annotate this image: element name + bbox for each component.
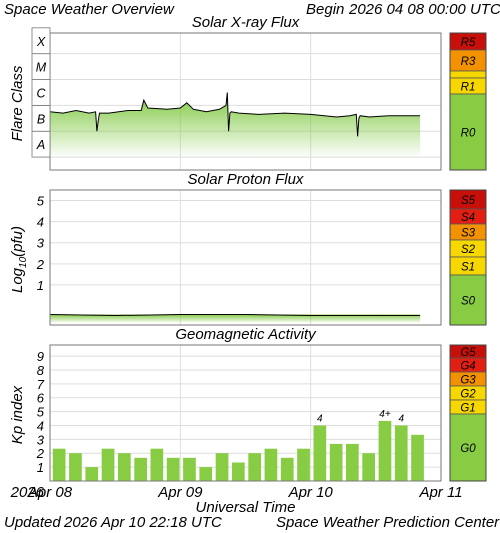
class-label-C: C: [36, 86, 46, 100]
ylabel-1: Log10(pfu): [9, 226, 29, 293]
ytick-2-4: 4: [37, 418, 44, 433]
kp-bar-10: [215, 453, 229, 481]
xaxis-tick-1: Apr 09: [157, 484, 203, 501]
plots-layer: [49, 32, 487, 482]
class-label-M: M: [36, 61, 47, 75]
kp-bar-5: [134, 457, 147, 481]
ytick-1-3: 3: [37, 236, 45, 251]
ytick-1-5: 5: [37, 194, 45, 209]
scale-label-2-0: G5: [460, 347, 476, 359]
ytick-2-1: 1: [37, 460, 44, 475]
scale-label-1-3: S2: [461, 244, 476, 256]
ytick-2-7: 7: [37, 377, 45, 392]
plot-frame-1: [49, 189, 442, 326]
panel-title-0: Solar X-ray Flux: [192, 14, 300, 31]
scale-block-2-5: [449, 413, 487, 482]
scale-frame-2: [449, 344, 487, 482]
scale-label-1-1: S4: [461, 212, 475, 224]
class-label-A: A: [36, 138, 45, 152]
xaxis-year: 2026: [10, 484, 45, 501]
xaxis-tick-0: Apr 08: [27, 484, 73, 501]
scale-frame-1: [449, 189, 487, 326]
plot-frame-2: [49, 344, 442, 482]
scale-label-2-2: G3: [460, 375, 476, 387]
xaxis-tick-3: Apr 11: [418, 484, 462, 501]
kp-bar-0: [52, 448, 66, 481]
kp-bar-1: [69, 453, 82, 481]
ytick-2-6: 6: [37, 391, 45, 406]
ytick-2-8: 8: [37, 363, 45, 378]
scale-frame-0: [449, 32, 487, 171]
scale-label-1-4: S1: [461, 262, 475, 274]
scale-label-1-2: S3: [461, 228, 476, 240]
kp-bar-6: [150, 448, 164, 481]
xray-trace: [49, 92, 421, 137]
scale-label-1-5: S0: [461, 296, 476, 308]
kp-data-label-20: 4+: [379, 409, 391, 420]
class-label-X: X: [36, 35, 46, 49]
scale-label-2-1: G4: [460, 361, 475, 373]
ylabel-2: Kp index: [9, 385, 26, 444]
kp-bar-2: [85, 467, 99, 481]
kp-bar-11: [232, 462, 245, 481]
kp-bar-15: [297, 448, 310, 481]
updated-time: 2026 Apr 10 22:18 UTC: [64, 514, 222, 531]
ytick-1-1: 1: [37, 278, 44, 293]
page-title: Space Weather Overview: [4, 1, 174, 18]
kp-bar-21: [394, 425, 408, 481]
source-label: Space Weather Prediction Center: [276, 514, 500, 531]
scale-block-0-2: [449, 70, 487, 79]
xaxis-label: Universal Time: [196, 499, 296, 516]
kp-bar-13: [264, 448, 278, 481]
scale-label-0-0: R5: [461, 37, 476, 49]
class-label-B: B: [37, 112, 45, 126]
ytick-2-9: 9: [37, 349, 44, 364]
ytick-1-2: 2: [36, 257, 45, 272]
updated-label: Updated: [4, 514, 61, 531]
scale-label-2-4: G1: [460, 403, 475, 415]
scale-block-1-5: [449, 274, 487, 326]
proton-trace: [49, 314, 421, 317]
kp-data-label-16: 4: [317, 413, 323, 424]
xray-fill: [50, 92, 421, 158]
kp-bar-16: [313, 425, 327, 481]
kp-bar-22: [411, 434, 424, 481]
xaxis-tick-2: Apr 10: [288, 484, 334, 501]
ytick-2-5: 5: [37, 405, 45, 420]
panel-title-2: Geomagnetic Activity: [175, 326, 317, 343]
kp-bar-7: [166, 457, 180, 481]
panel-title-1: Solar Proton Flux: [188, 171, 304, 188]
kp-bar-20: [378, 420, 392, 481]
kp-bar-18: [346, 443, 359, 481]
scale-label-0-1: R3: [461, 56, 476, 68]
scale-label-0-4: R0: [461, 128, 476, 140]
scale-label-2-5: G0: [460, 443, 476, 455]
kp-bar-8: [183, 457, 196, 481]
kp-bar-14: [280, 457, 294, 481]
begin-label: Begin: [306, 1, 345, 18]
kp-bar-12: [248, 453, 261, 481]
class-box-4: [31, 27, 51, 55]
ylabel-0: Flare Class: [9, 65, 26, 141]
kp-data-label-21: 4: [398, 413, 404, 424]
kp-bar-4: [118, 453, 131, 481]
kp-bar-3: [101, 448, 115, 481]
scale-label-0-3: R1: [461, 82, 476, 94]
scale-label-2-3: G2: [460, 389, 476, 401]
begin-time: 2026 04 08 00:00 UTC: [349, 1, 500, 18]
kp-bar-9: [199, 467, 213, 481]
ytick-1-4: 4: [37, 215, 44, 230]
kp-bar-17: [329, 443, 343, 481]
scale-label-1-0: S5: [461, 195, 476, 207]
ytick-2-3: 3: [37, 432, 45, 447]
proton-fill: [50, 314, 421, 323]
ytick-2-2: 2: [36, 446, 45, 461]
kp-bar-19: [362, 453, 375, 481]
